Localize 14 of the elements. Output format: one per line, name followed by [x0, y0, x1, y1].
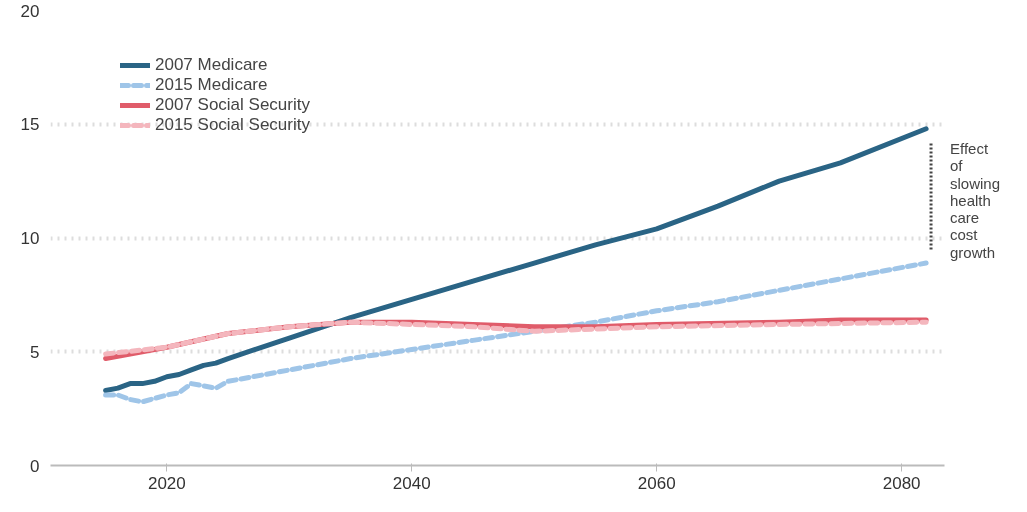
- legend-label: 2007 Medicare: [155, 55, 268, 75]
- y-tick-label: 10: [20, 229, 40, 248]
- legend-label: 2007 Social Security: [155, 95, 310, 115]
- y-tick-label: 20: [20, 1, 40, 21]
- text: Effect of slowing health care cost growth: [950, 140, 1002, 261]
- x-tick-label: 2020: [147, 473, 186, 493]
- y-tick-label: 15: [20, 115, 40, 135]
- x-tick-label: 2080: [882, 473, 921, 493]
- x-tick-label: 2040: [392, 473, 431, 493]
- y-tick-label: 0: [30, 456, 40, 476]
- legend-label: 2015 Social Security: [155, 115, 310, 135]
- y-tick-label: 5: [30, 342, 40, 362]
- x-tick-label: 2060: [637, 473, 676, 493]
- legend-label: 2015 Medicare: [155, 75, 268, 95]
